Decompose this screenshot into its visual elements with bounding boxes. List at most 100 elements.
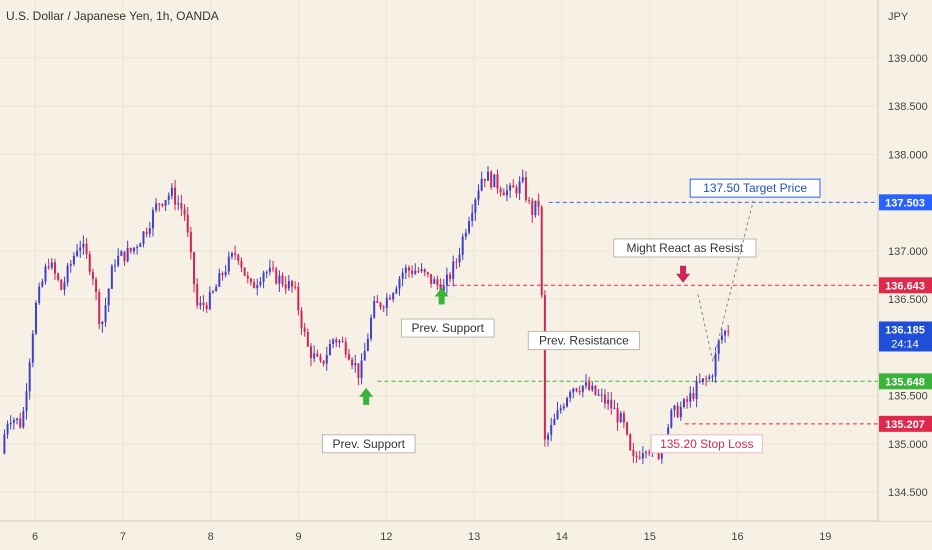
candle-body (392, 293, 395, 300)
candle-body (110, 266, 113, 289)
candle-body (591, 385, 594, 390)
candle-body (679, 406, 682, 418)
candle-body (256, 284, 259, 289)
currency-label: JPY (888, 11, 909, 23)
annotation-box (650, 434, 763, 454)
chart-title: U.S. Dollar / Japanese Yen, 1h, OANDA (6, 9, 219, 23)
candle-body (477, 190, 480, 200)
candle-body (509, 185, 512, 191)
candle-body (170, 187, 173, 196)
candle-body (724, 331, 727, 336)
x-tick-label: 13 (468, 531, 480, 543)
candle-body (132, 247, 135, 252)
badge-resist (879, 277, 932, 294)
candle-body (389, 297, 392, 300)
candle-body (316, 353, 319, 357)
candle-body (193, 252, 196, 284)
candle-body (445, 274, 448, 286)
candle-body (490, 171, 493, 188)
candle-body (411, 270, 414, 274)
y-tick-label: 138.500 (888, 101, 928, 113)
candle-body (404, 267, 407, 273)
candle-body (493, 174, 496, 188)
candle-body (543, 295, 546, 440)
candle-body (363, 350, 366, 361)
candle-body (635, 455, 638, 458)
candle-body (34, 302, 37, 334)
candle-body (199, 302, 202, 306)
candle-body (534, 200, 537, 215)
candle-body (727, 331, 730, 333)
candle-body (483, 178, 486, 181)
candle-body (212, 291, 215, 293)
candle-body (566, 398, 569, 407)
candle-body (44, 266, 47, 282)
candle-body (3, 434, 6, 454)
candle-body (139, 243, 142, 248)
candle-body (528, 199, 531, 201)
candle-body (303, 327, 306, 333)
candle-body (515, 187, 518, 194)
candle-body (47, 266, 50, 268)
candle-body (221, 273, 224, 275)
annotation-label: Might React as Resist (626, 241, 743, 255)
annotation-box (400, 318, 495, 338)
annotation-label: 135.20 Stop Loss (660, 437, 753, 451)
candle-body (376, 301, 379, 303)
candle-body (486, 171, 489, 181)
candle-body (123, 251, 126, 262)
candle-body (262, 272, 265, 282)
y-tick-label: 139.000 (888, 53, 928, 65)
candle-body (373, 301, 376, 318)
candle-body (234, 253, 237, 255)
candle-body (325, 355, 328, 364)
candle-body (420, 269, 423, 272)
x-tick-label: 14 (556, 531, 568, 543)
candle-body (572, 388, 575, 393)
candle-body (107, 288, 110, 306)
candle-body (695, 381, 698, 399)
candle-body (502, 192, 505, 196)
badge-last-price (879, 321, 932, 352)
level-lines (377, 201, 878, 425)
candle-body (622, 413, 625, 423)
annotation-label: 137.50 Target Price (703, 181, 807, 195)
candle-body (505, 190, 508, 196)
candle-body (167, 195, 170, 201)
candle-body (66, 265, 69, 283)
candle-body (714, 353, 717, 377)
candle-body (243, 267, 246, 276)
badge-last-price-text: 136.185 (885, 324, 925, 336)
candle-body (265, 272, 268, 274)
candle-body (414, 270, 417, 274)
x-tick-label: 15 (644, 531, 656, 543)
time-axis[interactable] (0, 522, 932, 550)
candle-body (584, 382, 587, 386)
candle-body (259, 281, 262, 285)
candle-body (562, 406, 565, 409)
candle-body (164, 200, 167, 206)
candle-body (294, 286, 297, 288)
candle-body (38, 286, 41, 303)
candle-body (698, 381, 701, 383)
candle-body (581, 385, 584, 393)
candle-body (521, 177, 524, 182)
candle-body (689, 393, 692, 402)
candle-body (682, 399, 685, 407)
candle-body (401, 272, 404, 279)
candle-body (588, 382, 591, 390)
candle-body (433, 279, 436, 284)
candle-body (452, 261, 455, 279)
candle-body (464, 232, 467, 237)
y-tick-label: 138.000 (888, 149, 928, 161)
candle-body (676, 405, 679, 418)
candle-body (240, 260, 243, 268)
candle-body (616, 408, 619, 423)
candle-body (31, 333, 34, 363)
price-axis[interactable] (879, 0, 932, 521)
candle-body (253, 282, 256, 289)
candle-body (76, 250, 79, 256)
candle-body (246, 275, 249, 279)
